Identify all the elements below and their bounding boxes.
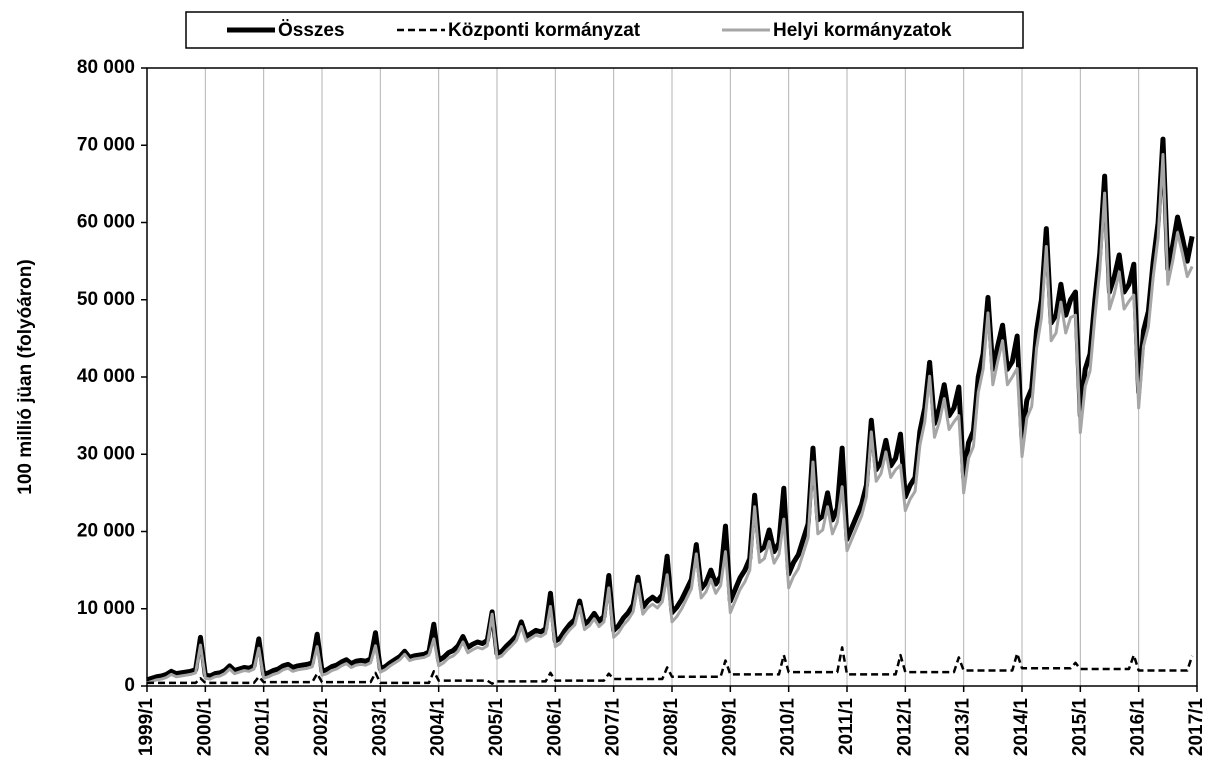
x-tick-label: 2002/1 (311, 698, 332, 757)
y-tick-label: 80 000 (77, 57, 135, 78)
x-tick-label: 2013/1 (953, 698, 974, 757)
x-tick-label: 2017/1 (1186, 698, 1207, 757)
plot-frame (146, 67, 1198, 687)
x-tick-label: 2003/1 (369, 698, 390, 757)
x-tick-label: 2000/1 (194, 698, 215, 757)
y-tick-label: 20 000 (77, 521, 135, 542)
x-tick-label: 2005/1 (486, 698, 507, 757)
y-tick-label: 50 000 (77, 289, 135, 310)
legend-label: Központi kormányzat (448, 20, 641, 41)
y-axis-label: 100 millió jüan (folyóáron) (15, 259, 36, 494)
x-tick-label: 2010/1 (778, 698, 799, 757)
legend-label: Összes (278, 20, 345, 41)
x-tick-label: 2011/1 (836, 698, 857, 755)
x-tick-label: 2004/1 (428, 698, 449, 757)
y-tick-label: 10 000 (77, 598, 135, 619)
y-tick-label: 40 000 (77, 366, 135, 387)
x-tick-label: 2009/1 (719, 698, 740, 757)
x-tick-label: 2016/1 (1128, 698, 1149, 757)
legend-box (185, 11, 1024, 49)
y-tick-label: 0 (124, 675, 135, 696)
y-tick-label: 70 000 (77, 134, 135, 155)
series-line (146, 153, 1194, 685)
x-tick-label: 2001/1 (253, 698, 274, 757)
x-tick-label: 2012/1 (894, 698, 915, 757)
x-tick-label: 2015/1 (1069, 698, 1090, 757)
x-tick-label: 1999/1 (136, 698, 157, 757)
x-tick-label: 2008/1 (661, 698, 682, 757)
y-tick-label: 30 000 (77, 443, 135, 464)
x-tick-label: 2014/1 (1011, 698, 1032, 757)
x-tick-label: 2007/1 (603, 698, 624, 757)
x-tick-label: 2006/1 (544, 698, 565, 757)
y-tick-label: 60 000 (77, 212, 135, 233)
legend-label: Helyi kormányzatok (773, 20, 952, 41)
series-line (147, 646, 1194, 685)
